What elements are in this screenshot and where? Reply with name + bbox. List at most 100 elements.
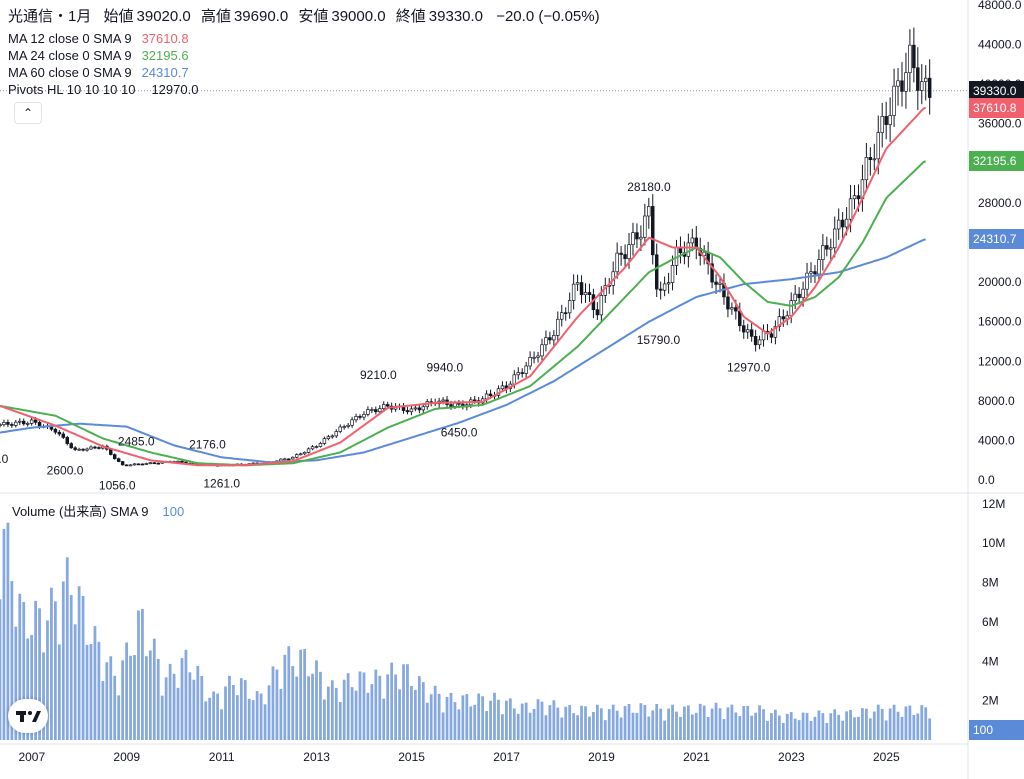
volume-bar <box>734 712 738 740</box>
candle-body <box>53 428 58 433</box>
volume-bar <box>540 701 544 740</box>
volume-bar <box>414 689 417 740</box>
volume-bar <box>576 715 579 740</box>
candle-body <box>318 443 323 447</box>
volume-bar <box>908 705 912 740</box>
volume-bar <box>196 666 200 740</box>
volume-bar <box>164 677 168 740</box>
volume-bar <box>568 705 572 740</box>
volume-legend[interactable]: Volume (出来高) SMA 9 100 <box>12 501 184 520</box>
candle-body <box>180 460 184 463</box>
symbol-title: 光通信・1月 <box>8 8 92 25</box>
volume-bar <box>758 705 761 740</box>
candle-body <box>112 454 117 460</box>
candle-body <box>370 409 374 411</box>
volume-bar <box>643 705 647 740</box>
volume-bar <box>133 655 136 740</box>
candle-body <box>769 333 774 338</box>
candle-body <box>116 458 121 462</box>
volume-bar <box>524 702 528 740</box>
volume-bar <box>770 713 773 740</box>
pivot-label: 2600.0 <box>47 463 84 477</box>
volume-tick-label: 8M <box>982 576 999 590</box>
volume-bar <box>378 675 382 740</box>
candle-body <box>623 254 627 260</box>
volume-bar <box>437 693 441 740</box>
volume-bar <box>861 708 864 740</box>
price-tick-label: 16000.0 <box>978 315 1022 329</box>
volume-label: Volume (出来高) SMA 9 <box>12 504 149 519</box>
pivot-label: 12970.0 <box>727 361 771 375</box>
volume-bar <box>742 706 746 740</box>
volume-bar <box>777 715 781 740</box>
candle-body <box>714 281 718 285</box>
volume-bar <box>916 713 920 740</box>
volume-bar <box>390 662 394 740</box>
volume-bar <box>904 706 908 740</box>
volume-bar <box>54 601 57 740</box>
volume-bar <box>504 700 508 740</box>
indicator-pivots[interactable]: Pivots HL 10 10 10 10 12970.0 <box>8 81 606 98</box>
volume-bar <box>2 529 6 740</box>
candle-body <box>833 228 837 249</box>
candle-body <box>322 438 327 444</box>
volume-bar <box>813 716 817 740</box>
candle-body <box>651 206 655 256</box>
candle-body <box>658 288 663 291</box>
price-tag: 32195.6 <box>969 151 1024 172</box>
collapse-legend-button[interactable]: ⌃ <box>14 102 42 124</box>
indicator-pivots-value: 12970.0 <box>151 82 199 97</box>
candle-body <box>22 420 26 425</box>
candle-body <box>279 458 283 462</box>
volume-bar <box>639 703 643 740</box>
candle-body <box>742 325 746 333</box>
candle-body <box>524 365 528 374</box>
candle-body <box>544 337 548 346</box>
volume-bar <box>184 649 188 740</box>
candle-body <box>374 409 378 413</box>
volume-bar <box>837 714 841 740</box>
time-tick-label: 2011 <box>209 750 235 764</box>
indicator-pivots-label: Pivots HL 10 10 10 10 <box>8 82 136 97</box>
volume-bar <box>817 710 821 740</box>
volume-bar <box>924 707 928 740</box>
indicator-ma60[interactable]: MA 60 close 0 SMA 9 24310.7 <box>8 64 606 81</box>
candle-body <box>710 263 714 283</box>
volume-bar <box>497 699 500 740</box>
candle-body <box>124 464 129 467</box>
volume-bar <box>548 705 552 740</box>
volume-bar <box>398 689 401 740</box>
volume-bar <box>774 709 777 740</box>
candle-body <box>152 462 157 465</box>
candle-body <box>654 254 659 290</box>
candle-body <box>366 409 370 415</box>
volume-bar <box>386 674 390 740</box>
candle-body <box>2 422 6 426</box>
volume-bar <box>224 686 227 740</box>
tradingview-logo-icon[interactable] <box>8 699 48 733</box>
volume-bar <box>42 652 45 740</box>
candle-body <box>908 44 912 74</box>
candle-body <box>85 448 89 451</box>
volume-bar <box>865 708 868 740</box>
volume-bar <box>417 676 421 740</box>
candle-body <box>801 288 805 299</box>
volume-bar <box>239 678 243 740</box>
volume-bar <box>781 722 785 740</box>
volume-bar <box>686 705 690 740</box>
candle-body <box>781 316 786 320</box>
candle-body <box>848 198 853 220</box>
volume-bar <box>900 716 904 740</box>
volume-bar <box>330 680 334 740</box>
volume-bar <box>872 711 876 740</box>
candle-body <box>283 458 287 461</box>
volume-bar <box>6 522 10 740</box>
indicator-ma24[interactable]: MA 24 close 0 SMA 9 32195.6 <box>8 47 606 64</box>
indicator-ma12[interactable]: MA 12 close 0 SMA 9 37610.8 <box>8 30 606 47</box>
volume-tag: 100 <box>969 720 1024 741</box>
candle-body <box>686 242 691 257</box>
candle-body <box>25 422 30 425</box>
volume-bar <box>473 704 477 740</box>
volume-bar <box>841 720 845 740</box>
